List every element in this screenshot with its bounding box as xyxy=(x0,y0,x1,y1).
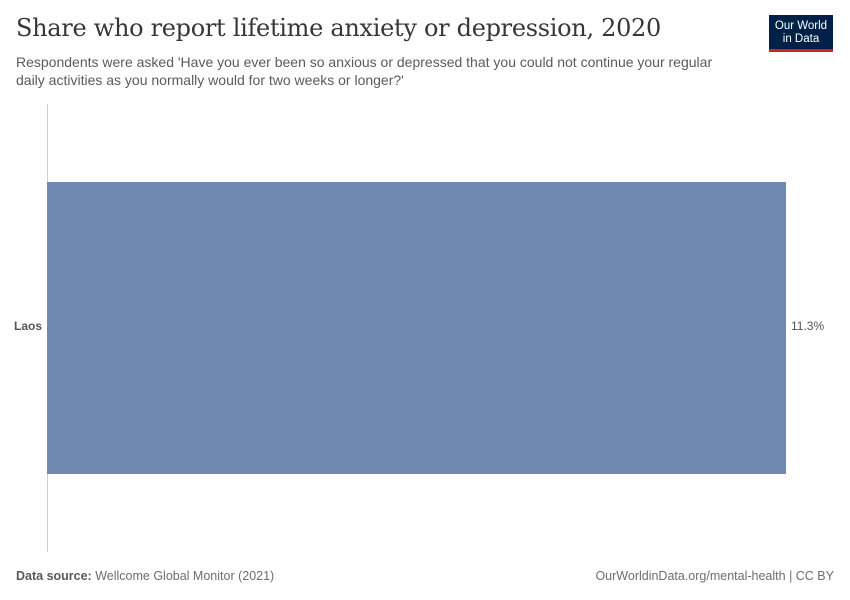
bar-laos[interactable] xyxy=(47,182,786,474)
chart-title: Share who report lifetime anxiety or dep… xyxy=(16,14,661,42)
footer-url[interactable]: OurWorldinData.org/mental-health | CC BY xyxy=(595,569,834,583)
logo-line1: Our World xyxy=(774,20,828,32)
chart-subtitle: Respondents were asked 'Have you ever be… xyxy=(16,54,713,88)
source-value[interactable]: Wellcome Global Monitor (2021) xyxy=(91,569,275,583)
category-label: Laos xyxy=(13,319,42,333)
data-source: Data source: Wellcome Global Monitor (20… xyxy=(16,569,274,583)
logo-line2: in Data xyxy=(782,33,820,45)
logo-accent-bar xyxy=(769,49,833,52)
source-label: Data source: xyxy=(16,569,92,583)
value-label: 11.3% xyxy=(791,319,825,333)
owid-logo[interactable]: Our World in Data xyxy=(769,15,833,52)
